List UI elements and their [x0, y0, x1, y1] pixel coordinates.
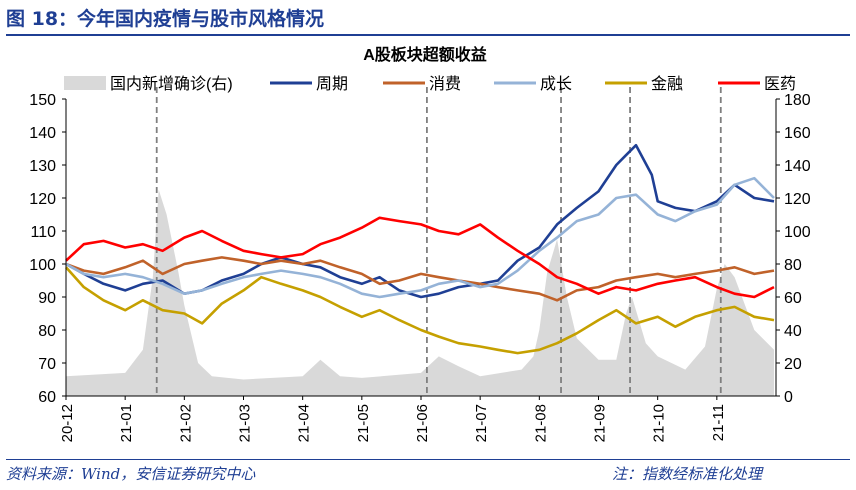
- legend-item-6: 医药: [718, 75, 796, 93]
- footer-rule: [6, 459, 850, 460]
- series-line-4: [65, 266, 775, 355]
- right-tick-label-6: 100: [784, 224, 811, 241]
- left-tick-label-2: 70: [38, 356, 56, 373]
- chart-title: A股板块超额收益: [363, 45, 487, 64]
- right-tick-label-8: 140: [784, 158, 811, 175]
- excess-return-chart: 60 70 80 90 100 110 120 130 140 150 0 20 40 60 80 100 12…: [29, 45, 811, 442]
- series-line-2: [65, 256, 775, 302]
- series-line-5: [65, 216, 775, 299]
- legend-label-5: 金融: [651, 75, 683, 93]
- cases-area-layer: [66, 189, 774, 396]
- legend: 国内新增确诊(右) 周期 消费 成长 金融 医药: [64, 75, 796, 93]
- x-tick-label-7: 21-06: [414, 404, 431, 442]
- source-note: 资料来源：Wind，安信证券研究中心: [6, 465, 256, 483]
- right-tick-label-10: 180: [784, 92, 811, 109]
- x-tick-label-4: 21-03: [237, 404, 254, 442]
- legend-label-6: 医药: [764, 75, 796, 93]
- cases-area: [66, 189, 774, 396]
- left-tick-label-4: 90: [38, 290, 56, 307]
- series-line-layer: [65, 143, 775, 355]
- legend-item-4: 成长: [494, 75, 572, 93]
- left-tick-label-6: 110: [30, 224, 56, 241]
- legend-item-2: 周期: [270, 75, 348, 93]
- left-tick-label-10: 150: [29, 92, 56, 109]
- right-tick-label-9: 160: [784, 125, 811, 142]
- legend-item-5: 金融: [605, 75, 683, 93]
- right-tick-label-2: 20: [784, 356, 802, 373]
- x-tick-label-3: 21-02: [177, 404, 194, 442]
- figure-title: 图 18：今年国内疫情与股市风格情况: [6, 8, 325, 30]
- left-tick-label-3: 80: [38, 323, 56, 340]
- right-tick-label-1: 0: [784, 389, 793, 406]
- legend-label-4: 成长: [540, 75, 572, 93]
- x-tick-label-9: 21-08: [532, 404, 549, 442]
- legend-item-3: 消费: [383, 75, 461, 93]
- x-tick-label-1: 20-12: [59, 404, 76, 442]
- x-tick-label-12: 21-11: [710, 404, 727, 441]
- right-tick-label-4: 60: [784, 290, 802, 307]
- x-tick-label-5: 21-04: [296, 404, 313, 442]
- legend-swatch-area: [64, 76, 106, 90]
- normalization-note: 注：指数经标准化处理: [611, 465, 762, 483]
- left-tick-label-5: 100: [29, 257, 56, 274]
- left-tick-label-1: 60: [38, 389, 56, 406]
- x-tick-label-11: 21-10: [651, 404, 668, 442]
- x-tick-label-8: 21-07: [473, 404, 490, 442]
- event-marker-layer: [155, 87, 722, 396]
- left-tick-label-7: 120: [29, 191, 56, 208]
- left-tick-label-9: 140: [29, 125, 56, 142]
- x-tick-label-6: 21-05: [355, 404, 372, 442]
- series-line-3: [65, 176, 775, 299]
- legend-item-1: 国内新增确诊(右): [64, 75, 233, 93]
- x-tick-label-2: 21-01: [118, 404, 135, 442]
- x-tick-label-10: 21-09: [592, 404, 609, 442]
- legend-label-3: 消费: [429, 75, 461, 93]
- title-rule: [6, 34, 850, 36]
- legend-label-1: 国内新增确诊(右): [110, 75, 233, 93]
- left-tick-label-8: 130: [29, 158, 56, 175]
- axes-layer: 60 70 80 90 100 110 120 130 140 150 0 20 40 60 80 100 12…: [29, 92, 811, 442]
- right-tick-label-3: 40: [784, 323, 802, 340]
- right-tick-label-7: 120: [784, 191, 811, 208]
- right-tick-label-5: 80: [784, 257, 802, 274]
- legend-label-2: 周期: [316, 75, 348, 93]
